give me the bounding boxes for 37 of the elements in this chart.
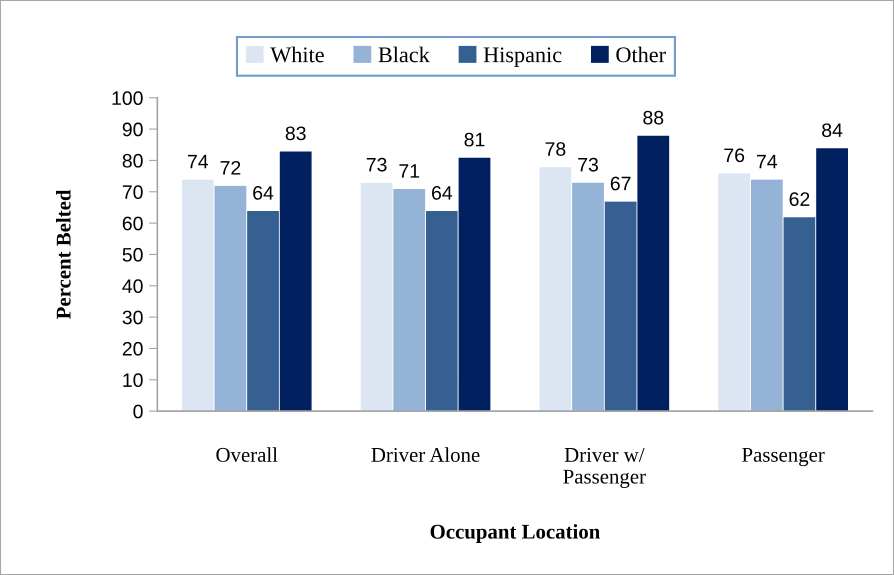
y-tick-label: 10 <box>123 373 143 388</box>
x-tick-label: Driver w/ Passenger <box>563 448 646 488</box>
data-label: 72 <box>220 160 240 175</box>
data-label: 78 <box>546 142 566 156</box>
y-tick-label: 90 <box>122 122 143 136</box>
y-tick-label: 30 <box>122 310 143 324</box>
legend-label: White <box>270 46 324 62</box>
x-axis-title: Occupant Location <box>430 524 600 543</box>
data-label: 64 <box>432 186 452 200</box>
data-label: 81 <box>464 132 484 147</box>
y-tick-label: 20 <box>122 342 143 356</box>
data-label: 73 <box>578 158 598 172</box>
y-tick-label: 50 <box>122 248 143 262</box>
data-label: 74 <box>757 154 778 168</box>
x-tick-label: Passenger <box>742 448 825 466</box>
y-tick-label: 60 <box>122 216 143 230</box>
data-label: 88 <box>643 110 664 125</box>
y-tick-label: 0 <box>133 404 143 418</box>
y-tick-label: 80 <box>122 154 143 168</box>
legend-label: Other <box>616 46 666 62</box>
y-tick-label: 40 <box>122 279 143 294</box>
data-label: 76 <box>724 148 744 162</box>
data-label: 64 <box>253 186 274 200</box>
data-label: 73 <box>366 158 387 172</box>
data-label: 67 <box>610 176 630 190</box>
x-tick-label: Overall <box>216 447 278 462</box>
data-label: 83 <box>286 126 306 140</box>
x-tick-label: Driver Alone <box>371 447 480 462</box>
data-label: 84 <box>822 123 842 138</box>
data-label: 62 <box>790 192 810 206</box>
data-label: 71 <box>399 164 420 178</box>
data-label: 74 <box>188 154 208 168</box>
legend-label: Black <box>378 46 430 62</box>
y-axis-title: Percent Belted <box>56 190 71 319</box>
legend-label: Hispanic <box>484 47 562 67</box>
y-tick-label: 70 <box>122 185 143 199</box>
y-tick-label: 100 <box>112 91 143 105</box>
